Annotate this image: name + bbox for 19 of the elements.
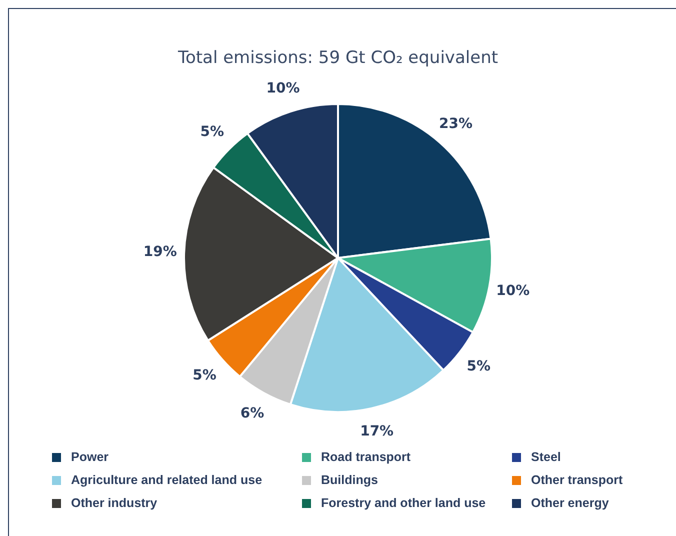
data-label: 5% bbox=[200, 124, 224, 140]
chart-title: Total emissions: 59 Gt CO₂ equivalent bbox=[176, 48, 500, 68]
legend-label: Steel bbox=[531, 450, 561, 464]
legend-label: Power bbox=[71, 450, 109, 464]
data-label: 10% bbox=[496, 282, 530, 299]
data-label: 5% bbox=[466, 358, 491, 375]
legend-label: Other energy bbox=[531, 496, 609, 510]
data-label: 6% bbox=[240, 406, 264, 422]
legend-label: Buildings bbox=[321, 473, 378, 487]
data-label: 10% bbox=[266, 80, 300, 96]
legend-label: Road transport bbox=[321, 450, 411, 464]
legend-label: Agriculture and related land use bbox=[71, 473, 262, 487]
legend-label: Other industry bbox=[71, 496, 158, 510]
data-label: 17% bbox=[360, 423, 394, 440]
data-label: 23% bbox=[438, 116, 472, 132]
legend-label: Other transport bbox=[531, 473, 623, 487]
data-label: 5% bbox=[192, 367, 216, 384]
data-label: 19% bbox=[143, 244, 177, 260]
legend-label: Forestry and other land use bbox=[321, 496, 486, 510]
